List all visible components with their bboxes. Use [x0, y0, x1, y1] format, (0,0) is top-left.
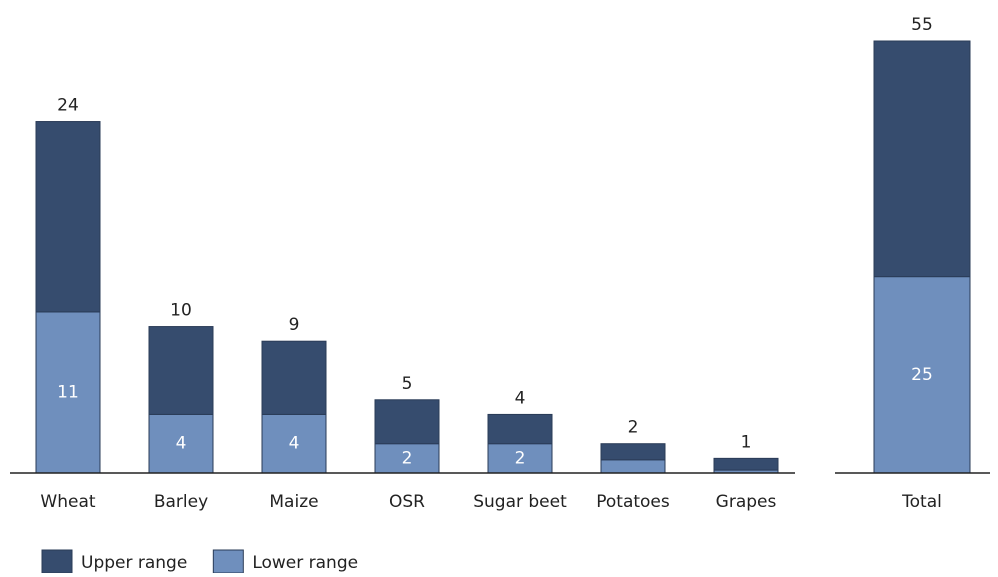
- bar-segment: [148, 413, 214, 474]
- bar-segment: [873, 40, 971, 278]
- x-tick-label: Maize: [269, 492, 318, 512]
- bar-segment: [600, 443, 666, 461]
- total-label: 10: [170, 301, 192, 321]
- bar-segment: [374, 443, 440, 474]
- total-label: 5: [402, 374, 413, 394]
- total-label: 24: [57, 96, 79, 116]
- bar-segment: [148, 326, 214, 415]
- bar-segment: [873, 276, 971, 474]
- bar-segment: [35, 121, 101, 313]
- legend-swatch: [41, 549, 73, 574]
- bar-segment: [600, 459, 666, 474]
- x-tick-label: OSR: [389, 492, 425, 512]
- total-label: 4: [515, 388, 526, 408]
- x-tick-label: Sugar beet: [473, 492, 567, 512]
- x-tick-label: Potatoes: [596, 492, 670, 512]
- bar-segment: [35, 311, 101, 474]
- value-label: 4: [176, 434, 187, 454]
- total-label: 9: [289, 315, 300, 335]
- value-label: 11: [57, 382, 79, 402]
- x-tick-label: Grapes: [716, 492, 777, 512]
- bar-segment: [374, 399, 440, 445]
- legend-label: Upper range: [81, 553, 187, 573]
- total-label: 2: [628, 418, 639, 438]
- bar-segment: [261, 340, 327, 415]
- x-tick-label: Total: [901, 492, 942, 512]
- legend-label: Lower range: [252, 553, 358, 573]
- x-tick-label: Wheat: [40, 492, 95, 512]
- legend-swatch: [212, 549, 244, 574]
- bar-segment: [487, 413, 553, 445]
- total-label: 1: [741, 432, 752, 452]
- bar-segment: [713, 457, 779, 471]
- value-label: 4: [289, 434, 300, 454]
- value-label: 25: [911, 365, 933, 385]
- value-label: 2: [515, 448, 526, 468]
- value-label: 2: [402, 448, 413, 468]
- total-label: 55: [911, 15, 933, 35]
- x-tick-label: Barley: [154, 492, 208, 512]
